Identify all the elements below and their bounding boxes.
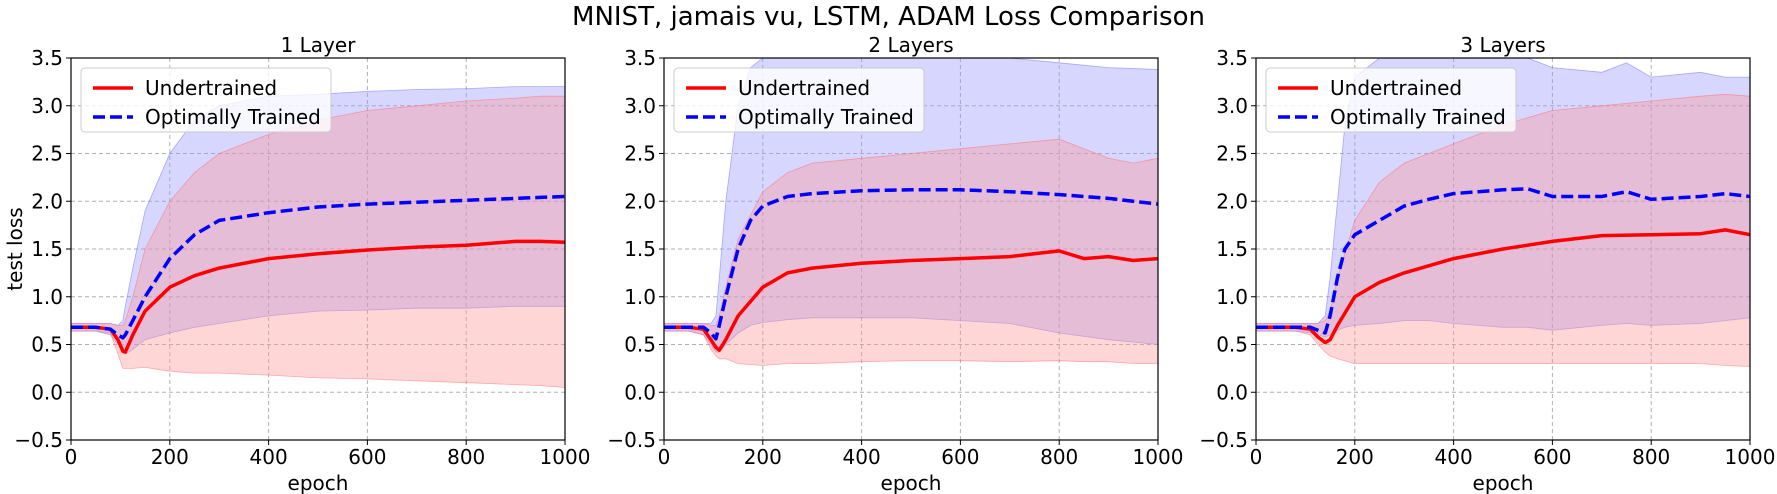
figure-title: MNIST, jamais vu, LSTM, ADAM Loss Compar… xyxy=(572,2,1205,32)
y-tick-label: 2.5 xyxy=(1216,142,1248,166)
plot-area xyxy=(71,86,565,388)
y-tick-label: −0.5 xyxy=(607,428,656,452)
y-axis-label: test loss xyxy=(3,207,27,290)
optimal-line xyxy=(1256,187,1750,335)
x-tick-label: 200 xyxy=(1336,445,1374,469)
y-tick-label: 1.0 xyxy=(31,285,63,309)
x-tick-label: 0 xyxy=(1250,445,1263,469)
y-tick-label: 0.0 xyxy=(31,380,63,404)
x-tick-label: 800 xyxy=(1632,445,1670,469)
x-tick-label: 0 xyxy=(658,445,671,469)
y-tick-label: 2.5 xyxy=(31,142,63,166)
legend: Undertrained Optimally Trained xyxy=(673,67,925,133)
y-tick-label: 0.5 xyxy=(624,333,656,357)
chart-panel-3: 0 200 400 600 800 1000 −0.5 0.0 0.5 1.0 1.5 2.0 2.5 3… xyxy=(1199,33,1775,494)
x-tick-label: 600 xyxy=(1533,445,1571,469)
legend: Undertrained Optimally Trained xyxy=(80,67,332,133)
panel-title: 3 Layers xyxy=(1460,33,1545,57)
y-tick-label: 0.5 xyxy=(31,333,63,357)
y-tick-label: 2.0 xyxy=(1216,189,1248,213)
y-tick-label: 3.5 xyxy=(1216,46,1248,70)
y-tick-label: −0.5 xyxy=(1199,428,1248,452)
x-tick-label: 1000 xyxy=(540,445,591,469)
panel-title: 1 Layer xyxy=(281,33,357,57)
x-axis-label: epoch xyxy=(881,471,942,494)
x-tick-label: 0 xyxy=(65,445,78,469)
x-tick-label: 400 xyxy=(250,445,288,469)
x-axis-label: epoch xyxy=(288,471,349,494)
y-tick-label: 1.5 xyxy=(31,237,63,261)
y-tick-label: −0.5 xyxy=(14,428,63,452)
x-tick-label: 600 xyxy=(348,445,386,469)
x-axis-label: epoch xyxy=(1473,471,1534,494)
panel-title: 2 Layers xyxy=(868,33,953,57)
x-tick-label: 800 xyxy=(447,445,485,469)
y-tick-label: 2.5 xyxy=(624,142,656,166)
x-tick-label: 200 xyxy=(744,445,782,469)
y-tick-label: 0.0 xyxy=(1216,380,1248,404)
y-tick-label: 3.5 xyxy=(624,46,656,70)
legend-box xyxy=(1265,67,1517,133)
y-tick-label: 1.5 xyxy=(624,237,656,261)
y-tick-label: 3.5 xyxy=(31,46,63,70)
y-tick-label: 1.5 xyxy=(1216,237,1248,261)
x-tick-label: 400 xyxy=(843,445,881,469)
y-tick-label: 1.0 xyxy=(1216,285,1248,309)
y-tick-label: 2.0 xyxy=(31,189,63,213)
x-tick-label: 600 xyxy=(941,445,979,469)
legend-box xyxy=(673,67,925,133)
undertrained-band xyxy=(71,95,565,388)
legend-label: Undertrained xyxy=(145,76,277,100)
y-tick-label: 3.0 xyxy=(624,94,656,118)
y-tick-label: 2.0 xyxy=(624,189,656,213)
y-tick-label: 3.0 xyxy=(1216,94,1248,118)
x-tick-label: 1000 xyxy=(1133,445,1184,469)
x-tick-label: 400 xyxy=(1435,445,1473,469)
legend: Undertrained Optimally Trained xyxy=(1265,67,1517,133)
optimal-band xyxy=(71,86,565,355)
x-tick-label: 200 xyxy=(151,445,189,469)
legend-label: Undertrained xyxy=(1330,76,1462,100)
undertrained-band xyxy=(1256,93,1750,367)
undertrained-line xyxy=(664,249,1158,352)
undertrained-line xyxy=(71,239,565,354)
x-tick-label: 800 xyxy=(1040,445,1078,469)
y-tick-label: 0.5 xyxy=(1216,333,1248,357)
y-tick-label: 0.0 xyxy=(624,380,656,404)
legend-label: Optimally Trained xyxy=(1330,105,1506,129)
y-tick-label: 1.0 xyxy=(624,285,656,309)
chart-panel-1: 0 200 400 600 800 1000 −0.5 0.0 0.5 1.0 1.5 2.0 2.5 3… xyxy=(3,33,590,494)
legend-box xyxy=(80,67,332,133)
undertrained-line xyxy=(1256,228,1750,345)
y-tick-label: 3.0 xyxy=(31,94,63,118)
optimal-line xyxy=(71,194,565,340)
optimal-line xyxy=(664,188,1158,341)
x-tick-label: 1000 xyxy=(1725,445,1776,469)
chart-panel-2: 0 200 400 600 800 1000 −0.5 0.0 0.5 1.0 1.5 2.0 2.5 3… xyxy=(607,33,1183,494)
legend-label: Optimally Trained xyxy=(738,105,914,129)
legend-label: Undertrained xyxy=(738,76,870,100)
legend-label: Optimally Trained xyxy=(145,105,321,129)
